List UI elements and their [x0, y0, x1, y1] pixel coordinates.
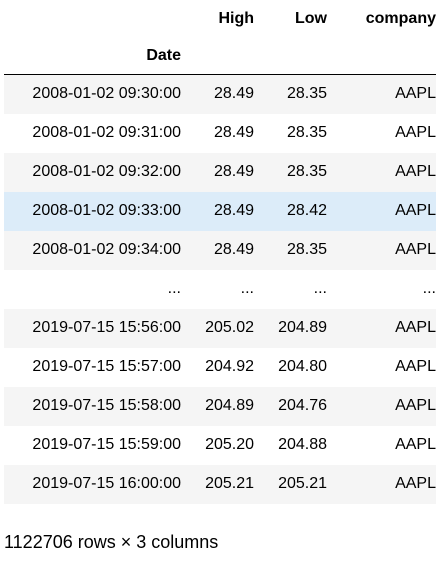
ellipsis-low: ...	[313, 280, 327, 297]
cell-low: 28.35	[286, 241, 327, 258]
cell-high: 205.02	[205, 319, 254, 336]
dataframe-table: High Low company Date 2008-01-02 09:30:0…	[4, 0, 436, 504]
column-header-high: High	[218, 9, 254, 27]
column-header-company: company	[365, 9, 436, 27]
table-row: 2019-07-15 15:57:00 204.92 204.80 AAPL	[4, 348, 436, 387]
index-name-blank	[327, 37, 436, 75]
cell-company: AAPL	[395, 241, 436, 258]
cell-company: AAPL	[395, 85, 436, 103]
table-row: 2019-07-15 15:56:00 205.02 204.89 AAPL	[4, 308, 436, 348]
ellipsis-company: ...	[422, 280, 436, 297]
column-header-row: High Low company	[4, 0, 436, 37]
cell-company: AAPL	[395, 163, 436, 180]
cell-high: 205.20	[205, 436, 254, 453]
table-body: 2008-01-02 09:30:00 28.49 28.35 AAPL 200…	[4, 74, 436, 504]
cell-high: 28.49	[213, 241, 254, 258]
row-index-date: 2019-07-15 16:00:00	[32, 475, 181, 492]
cell-low: 28.42	[286, 202, 327, 219]
cell-low: 204.89	[278, 319, 327, 336]
row-index-date: 2019-07-15 15:59:00	[32, 436, 181, 453]
row-index-date: 2019-07-15 15:57:00	[32, 358, 181, 375]
cell-company: AAPL	[395, 397, 436, 414]
row-index-date: 2019-07-15 15:58:00	[32, 397, 181, 414]
cell-low: 204.76	[278, 397, 327, 414]
table-row: 2019-07-15 16:00:00 205.21 205.21 AAPL	[4, 464, 436, 504]
cell-high: 28.49	[213, 163, 254, 180]
column-header-low: Low	[295, 9, 327, 27]
index-name-header: Date	[146, 46, 181, 64]
row-index-date: 2019-07-15 15:56:00	[32, 319, 181, 336]
cell-high: 28.49	[213, 85, 254, 103]
row-index-date: 2008-01-02 09:30:00	[32, 85, 181, 103]
cell-low: 28.35	[286, 85, 327, 103]
cell-high: 204.92	[205, 358, 254, 375]
cell-high: 28.49	[213, 124, 254, 141]
row-index-date: 2008-01-02 09:32:00	[32, 163, 181, 180]
ellipsis-index: ...	[167, 280, 181, 297]
table-row: 2008-01-02 09:31:00 28.49 28.35 AAPL	[4, 114, 436, 153]
row-index-date: 2008-01-02 09:31:00	[32, 124, 181, 141]
cell-high: 205.21	[205, 475, 254, 492]
cell-low: 204.88	[278, 436, 327, 453]
table-row: 2019-07-15 15:59:00 205.20 204.88 AAPL	[4, 426, 436, 465]
table-row: 2019-07-15 15:58:00 204.89 204.76 AAPL	[4, 386, 436, 426]
table-row: 2008-01-02 09:30:00 28.49 28.35 AAPL	[4, 74, 436, 114]
table-header: High Low company Date	[4, 0, 436, 75]
cell-low: 205.21	[278, 475, 327, 492]
index-corner-cell	[4, 0, 181, 37]
ellipsis-high: ...	[240, 280, 254, 297]
cell-low: 28.35	[286, 163, 327, 180]
ellipsis-row: ... ... ... ...	[4, 269, 436, 309]
cell-low: 204.80	[278, 358, 327, 375]
cell-company: AAPL	[395, 124, 436, 141]
cell-high: 204.89	[205, 397, 254, 414]
cell-company: AAPL	[395, 436, 436, 453]
table-row: 2008-01-02 09:34:00 28.49 28.35 AAPL	[4, 230, 436, 270]
cell-company: AAPL	[395, 475, 436, 492]
table-row: 2008-01-02 09:32:00 28.49 28.35 AAPL	[4, 152, 436, 192]
cell-high: 28.49	[213, 202, 254, 219]
cell-company: AAPL	[395, 319, 436, 336]
table-row-hovered: 2008-01-02 09:33:00 28.49 28.42 AAPL	[4, 191, 436, 231]
index-name-blank	[254, 37, 327, 75]
row-index-date: 2008-01-02 09:34:00	[32, 241, 181, 258]
row-index-date: 2008-01-02 09:33:00	[32, 202, 181, 219]
dataframe-shape-caption: 1122706 rows × 3 columns	[4, 532, 219, 552]
cell-company: AAPL	[395, 358, 436, 375]
index-name-row: Date	[4, 37, 436, 75]
index-name-blank	[181, 37, 254, 75]
cell-company: AAPL	[395, 202, 436, 219]
cell-low: 28.35	[286, 124, 327, 141]
